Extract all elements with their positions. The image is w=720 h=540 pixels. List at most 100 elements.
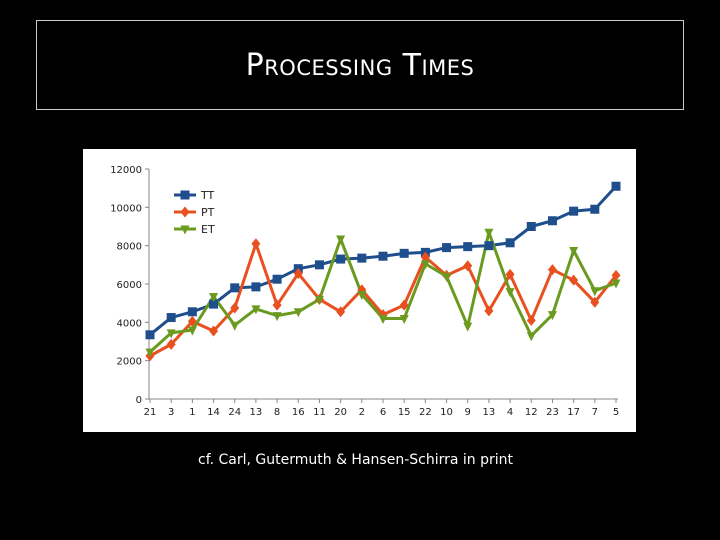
legend-marker-tt (180, 190, 190, 200)
data-point-tt (314, 260, 324, 270)
data-point-tt (166, 313, 176, 323)
data-point-pt (378, 309, 388, 321)
x-tick-label: 9 (465, 407, 471, 418)
data-point-et (547, 311, 557, 321)
data-point-pt (272, 299, 282, 311)
data-point-et (230, 321, 240, 331)
legend-marker-pt (180, 206, 190, 218)
y-tick-label: 8000 (117, 242, 142, 253)
x-tick-label: 21 (144, 407, 157, 418)
y-tick-label: 2000 (117, 357, 142, 368)
data-point-et (336, 235, 346, 245)
data-point-pt (230, 302, 240, 314)
data-point-tt (145, 330, 155, 340)
data-point-et (209, 292, 219, 302)
data-point-pt (526, 314, 536, 326)
data-point-tt (336, 254, 346, 264)
data-point-tt (209, 299, 219, 309)
data-point-tt (357, 253, 367, 263)
y-tick-label: 10000 (110, 203, 142, 214)
data-point-et (357, 291, 367, 301)
x-tick-label: 14 (207, 407, 220, 418)
x-tick-label: 4 (507, 407, 513, 418)
data-point-tt (547, 216, 557, 226)
data-point-pt (336, 306, 346, 318)
data-point-tt (378, 251, 388, 261)
data-point-pt (569, 274, 579, 286)
data-point-et (569, 246, 579, 256)
legend-label-pt: PT (201, 206, 215, 219)
x-tick-label: 1 (189, 407, 195, 418)
data-point-et (442, 272, 452, 282)
data-point-pt (420, 251, 430, 263)
data-point-et (399, 315, 409, 324)
x-tick-label: 24 (228, 407, 241, 418)
title-box: Processing Times (36, 20, 684, 110)
data-point-pt (463, 260, 473, 272)
data-point-tt (611, 181, 621, 191)
data-point-et (484, 228, 494, 238)
x-tick-label: 5 (613, 407, 619, 418)
data-point-et (526, 332, 536, 342)
data-point-et (166, 329, 176, 339)
data-point-et (145, 348, 155, 358)
data-point-tt (230, 283, 240, 293)
data-point-et (314, 295, 324, 305)
data-point-pt (399, 299, 409, 311)
data-point-et (590, 287, 600, 297)
legend-marker-et (180, 225, 190, 235)
y-tick-label: 4000 (117, 318, 142, 329)
y-tick-label: 0 (136, 395, 142, 406)
x-tick-label: 13 (250, 407, 263, 418)
data-point-et (293, 308, 303, 318)
x-tick-label: 17 (567, 407, 580, 418)
chart-panel: 0 2000 4000 6000 8000 10000 12000 21 3 1 14 24 13 8 16… (83, 149, 636, 432)
citation-caption: cf. Carl, Gutermuth & Hansen-Schirra in … (198, 452, 513, 468)
data-point-tt (484, 241, 494, 251)
data-point-pt (590, 296, 600, 308)
data-point-pt (611, 269, 621, 281)
x-tick-label: 10 (440, 407, 453, 418)
data-point-et (378, 315, 388, 324)
data-point-tt (505, 238, 515, 248)
y-tick-label: 6000 (117, 280, 142, 291)
slide-title: Processing Times (245, 47, 475, 83)
legend-label-et: ET (201, 223, 215, 236)
x-tick-label: 20 (334, 407, 347, 418)
x-tick-label: 15 (398, 407, 411, 418)
data-point-pt (187, 315, 197, 327)
data-point-tt (442, 243, 452, 253)
data-point-tt (272, 274, 282, 284)
data-point-pt (547, 264, 557, 276)
series-line-et (148, 230, 617, 354)
data-point-tt (187, 307, 197, 317)
data-point-pt (166, 338, 176, 350)
data-point-tt (526, 222, 536, 231)
x-tick-label: 7 (592, 407, 598, 418)
data-point-et (611, 279, 621, 289)
data-point-et (251, 305, 261, 315)
data-point-tt (590, 204, 600, 214)
data-point-pt (293, 267, 303, 279)
x-tick-label: 11 (313, 407, 326, 418)
x-tick-label: 13 (483, 407, 496, 418)
legend-label-tt: TT (200, 189, 215, 202)
x-tick-label: 16 (292, 407, 305, 418)
data-point-et (187, 326, 197, 336)
x-tick-label: 12 (525, 407, 538, 418)
data-point-tt (569, 206, 579, 216)
data-point-et (463, 322, 473, 332)
x-tick-label: 8 (274, 407, 280, 418)
data-point-et (420, 260, 430, 270)
data-point-et (505, 288, 515, 298)
x-tick-label: 2 (359, 407, 365, 418)
data-point-pt (251, 238, 261, 250)
data-point-et (272, 312, 282, 322)
data-point-tt (463, 242, 473, 252)
x-tick-label: 23 (546, 407, 559, 418)
y-tick-label: 12000 (110, 165, 142, 176)
data-point-tt (399, 248, 409, 258)
x-tick-label: 22 (419, 407, 432, 418)
x-tick-label: 6 (380, 407, 386, 418)
